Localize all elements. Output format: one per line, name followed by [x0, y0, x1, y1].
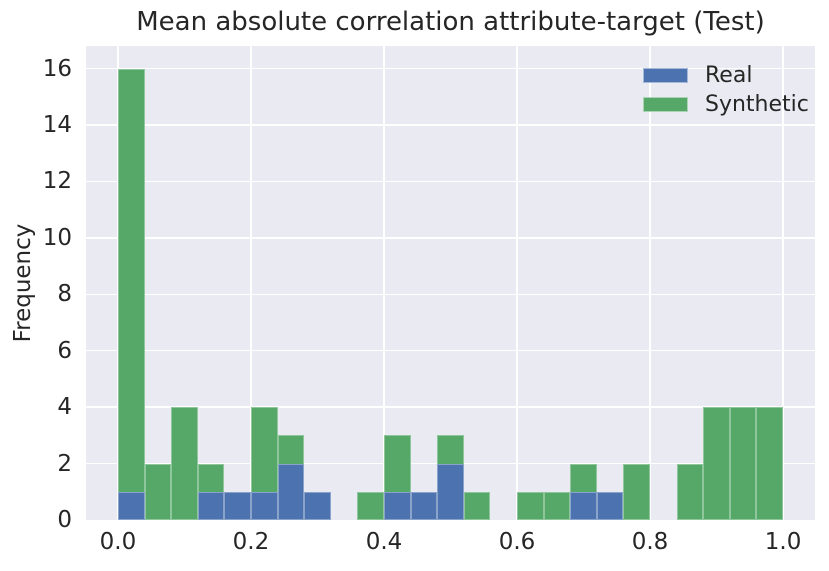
bar-synthetic: [117, 68, 145, 520]
bar-real: [277, 463, 305, 520]
gridline: [86, 349, 815, 352]
bar-synthetic: [756, 407, 784, 520]
bar-real: [410, 491, 438, 520]
bar-real: [596, 491, 624, 520]
legend-label-real: Real: [705, 63, 753, 88]
bar-synthetic: [543, 491, 571, 520]
y-tick-label: 6: [57, 337, 72, 364]
bar-synthetic: [463, 491, 491, 520]
bar-real: [117, 491, 145, 520]
bar-real: [570, 491, 597, 520]
bar-real: [197, 491, 225, 520]
y-tick-label: 16: [42, 55, 72, 82]
bar-synthetic: [729, 407, 757, 520]
gridline: [86, 124, 815, 126]
chart-title: Mean absolute correlation attribute-targ…: [136, 7, 765, 37]
legend-label-synthetic: Synthetic: [705, 92, 809, 117]
bar-real: [383, 491, 411, 520]
legend-entry-synthetic: Synthetic: [643, 90, 809, 119]
gridline: [649, 46, 651, 520]
gridline: [250, 46, 252, 520]
x-tick-label: 0.2: [232, 529, 270, 555]
plot-area: [86, 46, 815, 520]
bar-synthetic: [517, 491, 544, 520]
y-tick-label: 12: [42, 168, 72, 195]
legend-swatch-real: [643, 68, 688, 83]
y-tick-label: 0: [57, 507, 72, 533]
y-tick-label: 2: [57, 450, 72, 477]
gridline: [516, 46, 518, 520]
legend-swatch-synthetic: [643, 97, 688, 112]
x-tick-label: 0.6: [498, 529, 536, 555]
x-tick-label: 0.8: [631, 529, 669, 555]
bar-synthetic: [144, 463, 172, 520]
bar-synthetic: [623, 463, 651, 520]
gridline: [383, 46, 385, 520]
gridline: [86, 237, 815, 239]
bar-synthetic: [703, 407, 730, 520]
bar-real: [304, 491, 331, 520]
gridline: [86, 67, 815, 70]
x-tick-label: 1.0: [764, 529, 802, 555]
bar-synthetic: [676, 463, 704, 520]
x-tick-label: 0.4: [365, 529, 403, 555]
bar-synthetic: [171, 407, 198, 520]
x-tick-label: 0.0: [99, 529, 137, 555]
gridline: [86, 406, 815, 408]
bar-synthetic: [357, 491, 384, 520]
bar-real: [250, 491, 278, 520]
y-tick-label: 8: [57, 281, 72, 308]
bar-real: [437, 463, 464, 520]
y-tick-label: 4: [57, 394, 72, 421]
gridline: [86, 293, 815, 296]
legend: Real Synthetic: [643, 61, 809, 119]
y-tick-label: 14: [42, 112, 72, 138]
y-tick-label: 10: [42, 224, 72, 251]
legend-entry-real: Real: [643, 61, 809, 90]
gridline: [86, 180, 815, 183]
bar-real: [224, 491, 251, 520]
gridline: [782, 46, 784, 520]
